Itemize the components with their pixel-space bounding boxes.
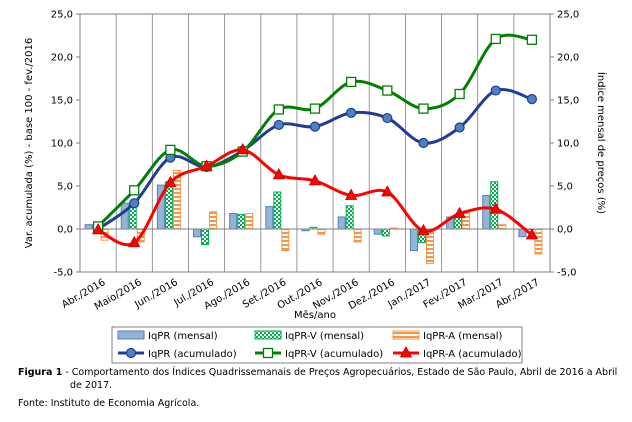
bar-iqpr-v-mensal--10 — [454, 215, 463, 230]
y-tick-label-right: 0,0 — [557, 225, 573, 236]
y-tick-label-right: -5,0 — [557, 268, 577, 279]
legend-swatch — [392, 330, 420, 340]
legend-label: IqPR-V (mensal) — [285, 331, 364, 342]
bar-iqpr-mensal--11 — [482, 194, 491, 230]
point-iqpr-a-acumulado--1 — [128, 235, 141, 248]
legend-marker — [125, 347, 137, 359]
bar-iqpr-a-mensal--12 — [534, 228, 543, 255]
point-iqpr-a-acumulado--7 — [344, 188, 358, 200]
bar-iqpr-a-mensal--5 — [281, 228, 290, 251]
bar-iqpr-a-mensal--7 — [353, 228, 362, 243]
bar-iqpr-mensal--9 — [409, 228, 418, 251]
bar-iqpr-v-mensal--5 — [273, 191, 282, 230]
point-iqpr-v-acumulado--12 — [526, 34, 538, 45]
bar-iqpr-mensal--3 — [193, 228, 202, 238]
legend-box — [111, 326, 523, 364]
point-iqpr-a-acumulado--10 — [453, 206, 466, 218]
point-iqpr-a-acumulado--11 — [489, 202, 502, 214]
bar-iqpr-v-mensal--4 — [237, 213, 246, 230]
point-iqpr-acumulado--10 — [454, 122, 465, 133]
legend-label: IqPR-V (acumulado) — [285, 349, 383, 360]
bar-iqpr-mensal--8 — [373, 228, 382, 235]
bar-iqpr-mensal--1 — [120, 202, 129, 230]
point-iqpr-a-acumulado--6 — [308, 174, 322, 186]
point-iqpr-a-acumulado--0 — [91, 223, 105, 235]
point-iqpr-a-acumulado--4 — [236, 143, 249, 155]
y-tick-label-right: 25,0 — [557, 10, 579, 21]
bar-iqpr-v-mensal--8 — [381, 228, 390, 237]
y-tick-label-left: 20,0 — [51, 53, 73, 64]
point-iqpr-a-acumulado--5 — [272, 167, 286, 180]
y-tick-label-right: 15,0 — [557, 96, 579, 107]
y-tick-label-left: 10,0 — [51, 139, 73, 150]
legend-swatch — [254, 330, 282, 340]
legend-swatch — [117, 330, 145, 340]
bar-iqpr-a-mensal--3 — [209, 211, 218, 230]
chart: -5,0 -5,0 0,0 0,0 5,0 5,0 10,0 10,0 15,0 15,0 20,0… — [24, 10, 608, 364]
point-iqpr-v-acumulado--5 — [273, 104, 284, 115]
point-iqpr-a-acumulado--3 — [200, 159, 213, 171]
caption-text-line2: de 2017. — [70, 380, 113, 391]
point-iqpr-a-acumulado--9 — [417, 223, 430, 236]
bar-iqpr-mensal--5 — [265, 206, 274, 230]
figure-caption: Figura 1 - Comportamento dos Índices Qua… — [18, 366, 623, 392]
y-tick-label-left: 15,0 — [51, 96, 73, 107]
point-iqpr-acumulado--5 — [273, 119, 284, 131]
point-iqpr-v-acumulado--6 — [309, 103, 321, 114]
legend-label: IqPR (mensal) — [148, 331, 218, 342]
bar-iqpr-a-mensal--11 — [498, 224, 507, 230]
point-iqpr-acumulado--9 — [418, 137, 429, 149]
plot-area — [79, 13, 551, 273]
bar-iqpr-a-mensal--6 — [317, 228, 326, 235]
point-iqpr-acumulado--11 — [490, 85, 501, 96]
point-iqpr-acumulado--1 — [129, 198, 140, 209]
legend-marker — [399, 346, 413, 358]
point-iqpr-acumulado--12 — [526, 94, 538, 105]
y-axis-right-title: Índice mensal de preços (%) — [595, 72, 608, 214]
legend-label: IqPR (acumulado) — [148, 349, 237, 360]
y-tick-label-left: 5,0 — [57, 182, 73, 193]
point-iqpr-v-acumulado--7 — [346, 76, 357, 88]
caption-text: - Comportamento dos Índices Quadrisseman… — [62, 367, 618, 378]
x-axis-title: Mês/ano — [294, 309, 336, 321]
legend: IqPR (mensal) IqPR-V (mensal) IqPR-A (mens… — [117, 330, 522, 360]
y-tick-label-right: 10,0 — [557, 139, 579, 150]
y-tick-label-left: -5,0 — [53, 268, 73, 279]
point-iqpr-a-acumulado--12 — [525, 228, 539, 240]
series-lines — [91, 33, 539, 248]
caption-label: Figura 1 — [18, 367, 63, 378]
bar-iqpr-mensal--4 — [229, 213, 238, 230]
legend-label: IqPR-A (mensal) — [423, 331, 503, 342]
point-iqpr-a-acumulado--2 — [164, 175, 177, 187]
bar-iqpr-v-mensal--7 — [345, 205, 354, 230]
point-iqpr-v-acumulado--8 — [382, 85, 393, 96]
y-tick-label-left: 0,0 — [57, 225, 73, 236]
bar-iqpr-v-mensal--3 — [201, 228, 210, 245]
y-tick-label-right: 20,0 — [557, 53, 579, 64]
bar-iqpr-a-mensal--4 — [245, 213, 254, 230]
point-iqpr-v-acumulado--2 — [165, 144, 176, 156]
point-iqpr-acumulado--7 — [346, 107, 357, 119]
point-iqpr-v-acumulado--10 — [454, 88, 465, 100]
legend-label: IqPR-A (acumulado) — [423, 349, 522, 360]
point-iqpr-a-acumulado--8 — [381, 185, 394, 197]
point-iqpr-v-acumulado--11 — [490, 33, 501, 45]
y-tick-label-right: 5,0 — [557, 182, 573, 193]
bar-iqpr-mensal--0 — [84, 224, 93, 230]
point-iqpr-v-acumulado--9 — [418, 103, 429, 114]
y-axis-left-title: Var. acumulada (%) - base 100 - fev./201… — [24, 38, 35, 249]
point-iqpr-acumulado--8 — [382, 112, 393, 124]
legend-marker — [262, 347, 274, 359]
point-iqpr-acumulado--6 — [309, 121, 321, 132]
point-iqpr-v-acumulado--1 — [129, 185, 140, 196]
y-tick-label-left: 25,0 — [51, 10, 73, 21]
bar-iqpr-mensal--7 — [337, 216, 346, 230]
source-note: Fonte: Instituto de Economia Agrícola. — [18, 398, 200, 409]
